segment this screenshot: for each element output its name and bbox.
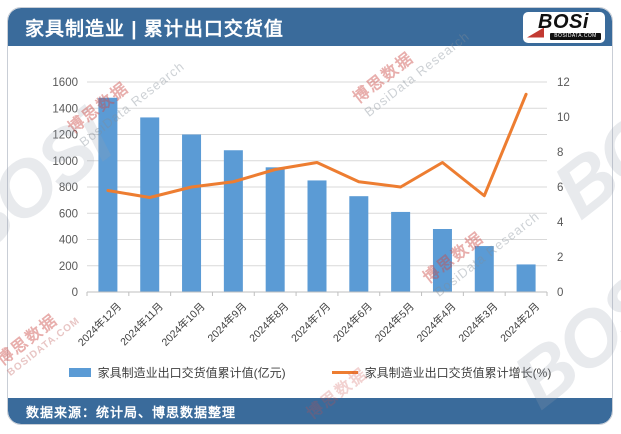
page-title: 家具制造业 | 累计出口交货值 [25,18,284,40]
bosi-logo: BOSi BOSIDATA.COM [523,10,605,43]
svg-text:1200: 1200 [52,130,78,142]
svg-text:400: 400 [59,235,78,247]
svg-text:8: 8 [557,147,563,159]
svg-text:2024年6月: 2024年6月 [330,300,375,345]
legend-line-label: 家具制造业出口交货值累计增长(%) [364,365,552,380]
svg-text:6: 6 [557,182,563,194]
svg-text:600: 600 [59,208,78,220]
svg-text:0: 0 [72,287,78,299]
chart-card: 家具制造业 | 累计出口交货值 BOSi BOSIDATA.COM 0 200 40… [7,7,613,425]
svg-text:2024年5月: 2024年5月 [372,300,417,345]
svg-text:1000: 1000 [52,156,78,168]
chart-legend: 家具制造业出口交货值累计值(亿元) 家具制造业出口交货值累计增长(%) [8,363,612,381]
svg-text:2024年10月: 2024年10月 [159,300,208,349]
svg-text:2024年8月: 2024年8月 [247,300,292,345]
svg-text:12: 12 [557,77,570,89]
logo-text: BOSi [538,10,589,33]
logo-red-triangle-icon [527,27,544,38]
svg-text:4: 4 [557,217,564,229]
svg-text:2: 2 [557,252,563,264]
svg-text:2024年2月: 2024年2月 [498,300,543,345]
svg-text:2024年4月: 2024年4月 [414,300,459,345]
legend-line-swatch [331,370,358,374]
svg-text:2024年9月: 2024年9月 [205,300,250,345]
svg-text:2024年3月: 2024年3月 [456,300,501,345]
legend-bar-swatch [68,367,91,377]
page-header: 家具制造业 | 累计出口交货值 BOSi BOSIDATA.COM [8,8,612,46]
svg-text:200: 200 [59,261,78,273]
svg-text:1600: 1600 [52,77,78,89]
svg-text:1400: 1400 [52,103,78,115]
legend-item-line: 家具制造业出口交货值累计增长(%) [331,364,552,381]
logo-domain: BOSIDATA.COM [550,32,601,40]
legend-bar-label: 家具制造业出口交货值累计值(亿元) [97,365,286,380]
legend-item-bar: 家具制造业出口交货值累计值(亿元) [68,364,286,381]
page-footer: 数据来源：统计局、博思数据整理 [8,398,612,424]
svg-text:0: 0 [557,287,563,299]
svg-text:2024年12月: 2024年12月 [75,300,124,349]
chart-plot: 0 200 400 600 800 1000 1200 1400 1600 0 2 4 6 8 10 12 20… [52,77,570,349]
svg-text:10: 10 [557,112,570,124]
svg-text:2024年11月: 2024年11月 [118,300,166,348]
data-source-label: 数据来源：统计局、博思数据整理 [26,404,237,420]
svg-text:800: 800 [59,182,78,194]
svg-text:2024年7月: 2024年7月 [288,300,333,345]
